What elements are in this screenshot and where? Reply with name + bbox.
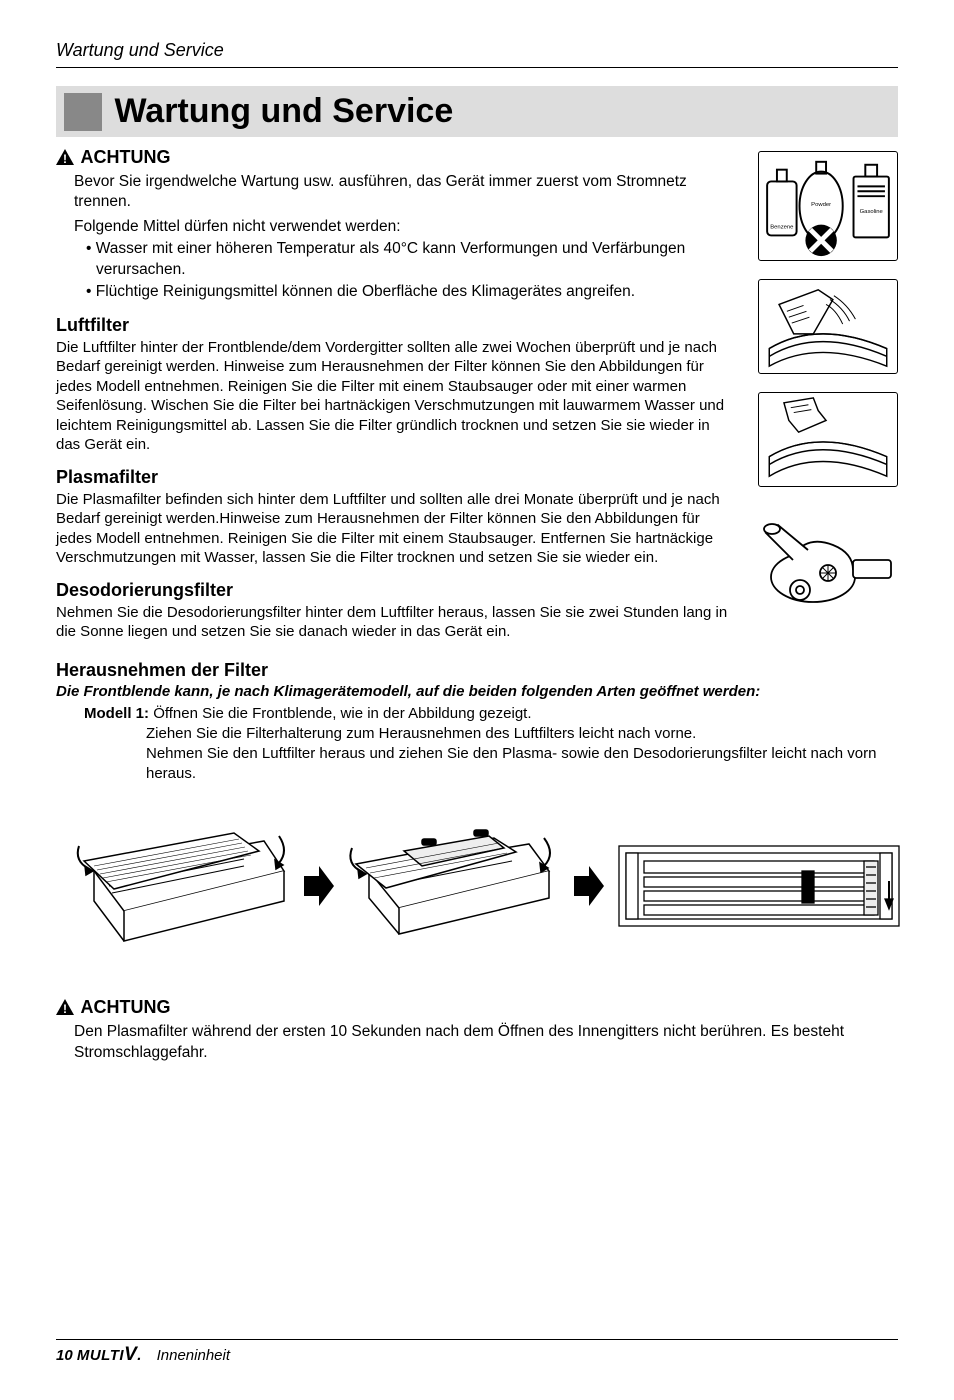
footer: 10 MULTIV. Inneninheit <box>56 1339 898 1366</box>
solvents-warning-icon: Benzene Powder Gasoline <box>758 151 898 261</box>
arrow-right-icon <box>304 866 334 906</box>
brand-v: V <box>124 1344 137 1365</box>
filter-detail-diagram <box>614 831 904 941</box>
achtung-2-header: ! ACHTUNG <box>56 997 898 1018</box>
brand-name: MULTIV. <box>77 1347 147 1364</box>
icon-column: Benzene Powder Gasoline <box>758 147 898 642</box>
achtung-2-body: Den Plasmafilter während der ersten 10 S… <box>74 1022 898 1064</box>
luftfilter-body: Die Luftfilter hinter der Frontblende/de… <box>56 338 734 455</box>
heraus-title: Herausnehmen der Filter <box>56 660 898 681</box>
achtung-header: ! ACHTUNG <box>56 147 734 168</box>
model-line-1: Öffnen Sie die Frontblende, wie in der A… <box>153 705 531 722</box>
model-label: Modell 1: <box>84 705 149 722</box>
heraus-lead: Die Frontblende kann, je nach Klimagerät… <box>56 683 898 700</box>
svg-text:!: ! <box>63 152 67 165</box>
achtung-label: ACHTUNG <box>80 147 170 168</box>
model-line-2: Ziehen Sie die Filterhalterung zum Herau… <box>146 724 696 744</box>
benzene-label: Benzene <box>770 225 793 231</box>
page-title: Wartung und Service <box>114 92 453 130</box>
running-header: Wartung und Service <box>56 40 898 61</box>
achtung-2-block: ! ACHTUNG Den Plasmafilter während der e… <box>56 997 898 1064</box>
open-panel-diagram <box>64 811 294 961</box>
achtung-bullets: • Wasser mit einer höheren Temperatur al… <box>86 239 734 302</box>
page-number: 10 <box>56 1347 73 1364</box>
achtung-intro-2: Folgende Mittel dürfen nicht verwendet w… <box>74 217 734 237</box>
plasma-title: Plasmafilter <box>56 467 734 488</box>
powder-label: Powder <box>811 202 831 208</box>
svg-text:!: ! <box>63 1002 67 1015</box>
achtung-intro-1: Bevor Sie irgendwelche Wartung usw. ausf… <box>74 172 734 213</box>
achtung-2-label: ACHTUNG <box>80 997 170 1018</box>
warning-icon: ! <box>56 149 74 165</box>
bullet-item: • Flüchtige Reinigungsmittel können die … <box>86 282 734 302</box>
filter-vacuum-icon <box>758 392 898 487</box>
vacuum-cleaner-icon <box>758 505 898 615</box>
bullet-text: Wasser mit einer höheren Temperatur als … <box>96 240 686 277</box>
model-block: Modell 1: Öffnen Sie die Frontblende, wi… <box>84 704 898 785</box>
remove-filter-diagram <box>344 816 564 956</box>
header-rule <box>56 67 898 68</box>
title-bar: Wartung und Service <box>56 86 898 137</box>
diagram-row <box>64 811 898 961</box>
text-column: ! ACHTUNG Bevor Sie irgendwelche Wartung… <box>56 147 734 642</box>
brand-dot: . <box>137 1347 142 1364</box>
plasma-body: Die Plasmafilter befinden sich hinter de… <box>56 490 734 568</box>
title-square <box>64 93 102 131</box>
main-content: ! ACHTUNG Bevor Sie irgendwelche Wartung… <box>56 147 898 642</box>
model-line-3: Nehmen Sie den Luftfilter heraus und zie… <box>146 744 898 785</box>
gasoline-label: Gasoline <box>860 209 883 215</box>
deso-body: Nehmen Sie die Desodorierungsfilter hint… <box>56 603 734 642</box>
brand-word: MULTI <box>77 1347 124 1364</box>
deso-title: Desodorierungsfilter <box>56 580 734 601</box>
footer-rule <box>56 1339 898 1340</box>
warning-icon: ! <box>56 999 74 1015</box>
bullet-text: Flüchtige Reinigungsmittel können die Ob… <box>96 283 635 300</box>
luftfilter-title: Luftfilter <box>56 315 734 336</box>
arrow-right-icon <box>574 866 604 906</box>
footer-text: 10 MULTIV. Inneninheit <box>56 1344 898 1366</box>
footer-section: Inneninheit <box>157 1347 230 1364</box>
bullet-item: • Wasser mit einer höheren Temperatur al… <box>86 239 734 280</box>
filter-wash-icon <box>758 279 898 374</box>
